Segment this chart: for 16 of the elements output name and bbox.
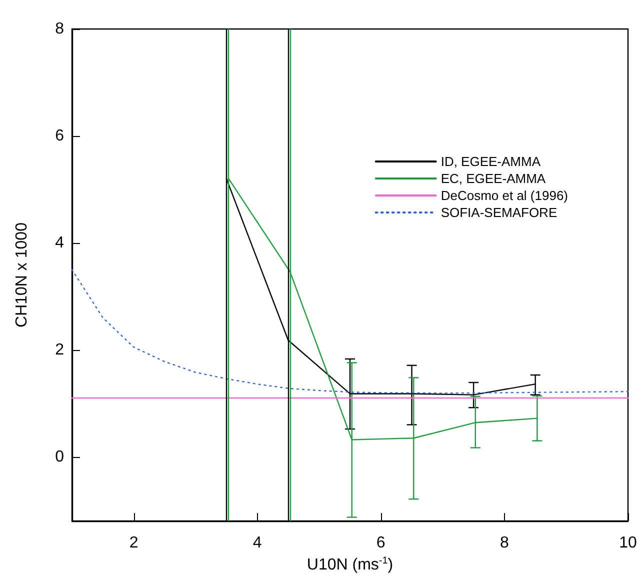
y-tick-label: 8 — [55, 20, 64, 38]
legend-label: SOFIA-SEMAFORE — [440, 205, 558, 220]
x-tick-label: 6 — [376, 534, 386, 552]
y-axis-title: CH10N x 1000 — [14, 222, 30, 328]
legend-label: ID, EGEE-AMMA — [440, 154, 541, 169]
x-tick-label: 10 — [619, 534, 637, 552]
x-tick-label: 4 — [252, 534, 262, 552]
y-tick-label: 2 — [55, 341, 64, 358]
y-tick-label: 0 — [55, 448, 64, 466]
line-series — [71, 269, 629, 394]
x-tick-label: 8 — [500, 534, 509, 552]
y-tick-label: 6 — [55, 127, 64, 144]
legend-label: EC, EGEE-AMMA — [440, 171, 546, 186]
x-tick-label: 2 — [129, 534, 138, 552]
legend-label: DeCosmo et al (1996) — [440, 188, 568, 203]
y-tick-label: 4 — [55, 234, 64, 252]
